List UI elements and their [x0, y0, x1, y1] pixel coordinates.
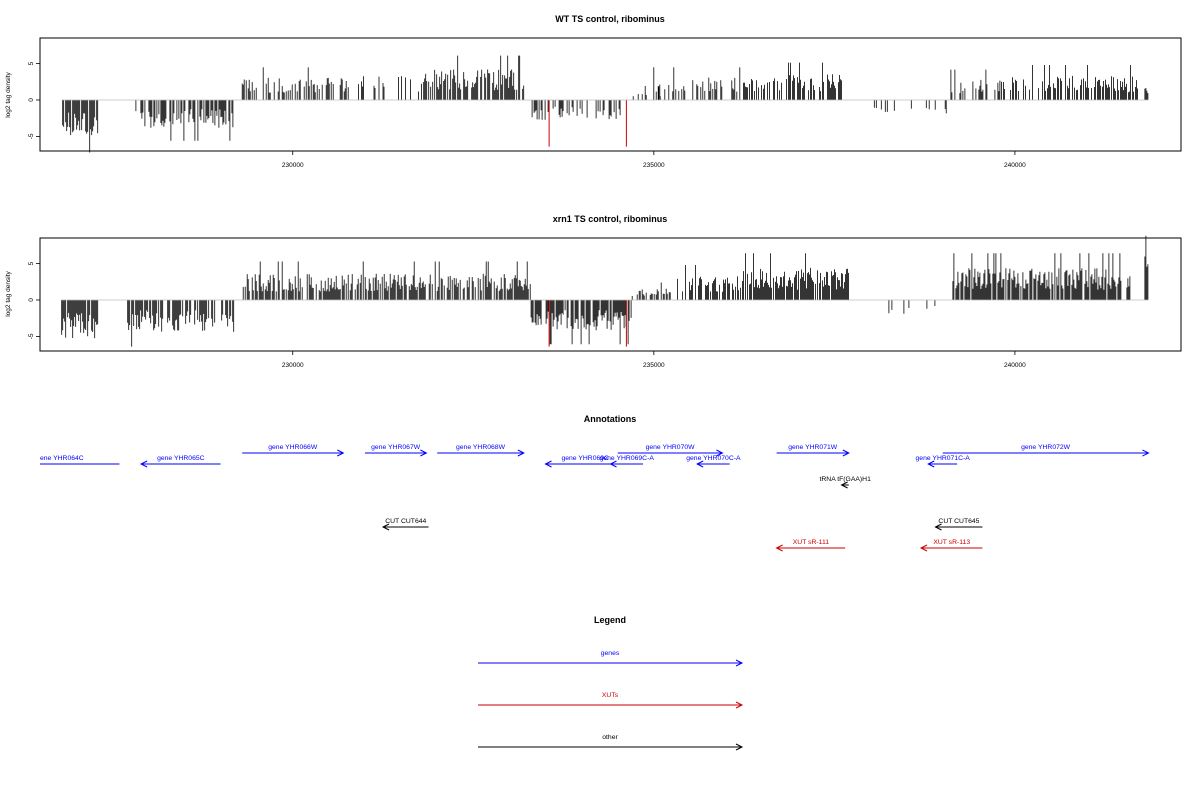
- panel-wt-bars: [61, 55, 1149, 153]
- panel-xrn1-title: xrn1 TS control, ribominus: [553, 214, 668, 224]
- y-tick-label: -5: [28, 333, 35, 339]
- legend-item-genes: genes: [478, 650, 744, 667]
- x-tick-label: 235000: [643, 162, 665, 169]
- feature-label: gene YHR065C: [157, 455, 205, 462]
- feature-label: CUT CUT645: [938, 518, 979, 525]
- legend-items: genes XUTs other: [478, 650, 744, 751]
- y-tick-label: 5: [28, 261, 35, 265]
- feature-other: CUT CUT644: [381, 518, 429, 531]
- feature-head: [139, 460, 148, 468]
- feature-head: [609, 460, 617, 468]
- annotations-title: Annotations: [584, 414, 637, 424]
- panel-wt: WT TS control, ribominus log2 tag densit…: [5, 14, 1182, 169]
- feature-head: [517, 449, 525, 457]
- feature-head: [420, 449, 428, 457]
- feature-head: [544, 460, 552, 468]
- legend-label: XUTs: [602, 692, 619, 699]
- feature-genes: gene YHR071C-A: [916, 455, 971, 468]
- feature-other: tRNA tF(GAA)H1: [820, 476, 872, 489]
- feature-label: gene YHR070C-A: [686, 455, 741, 462]
- feature-label: CUT CUT644: [385, 518, 426, 525]
- feature-XUTs: XUT sR-111: [775, 539, 846, 552]
- annotations-panel: Annotations ene YHR064C gene YHR065C gene …: [40, 414, 1150, 552]
- feature-head: [775, 544, 783, 552]
- legend-arrow-head: [735, 659, 744, 667]
- feature-genes: gene YHR072W: [942, 444, 1150, 457]
- y-tick-label: -5: [28, 133, 35, 139]
- feature-label: XUT sR-113: [933, 539, 970, 546]
- feature-label: gene YHR071C-A: [916, 455, 971, 462]
- panel-xrn1-ylabel: log2 tag density: [5, 270, 12, 316]
- feature-label: gene YHR067W: [371, 444, 421, 451]
- feature-label: ene YHR064C: [40, 455, 84, 462]
- panel-xrn1-bars: [61, 235, 1149, 347]
- feature-head: [696, 460, 704, 468]
- panel-xrn1-axes: -5 0 5 230000 235000 240000: [28, 261, 1026, 369]
- feature-genes: gene YHR070C-A: [686, 455, 741, 468]
- y-tick-label: 5: [28, 61, 35, 65]
- panel-wt-title: WT TS control, ribominus: [555, 14, 665, 24]
- feature-genes: gene YHR065C: [139, 455, 221, 468]
- feature-label: gene YHR066W: [268, 444, 318, 451]
- panel-wt-frame: [39, 37, 1182, 152]
- feature-head: [840, 481, 848, 489]
- feature-other: CUT CUT645: [934, 518, 983, 531]
- feature-genes: gene YHR066W: [242, 444, 345, 457]
- panel-xrn1-frame: [39, 237, 1182, 352]
- panel-xrn1: xrn1 TS control, ribominus log2 tag dens…: [5, 214, 1182, 369]
- panel-wt-axes: -5 0 5 230000 235000 240000: [28, 61, 1026, 169]
- feature-genes: ene YHR064C: [40, 455, 120, 465]
- legend-label: genes: [601, 650, 620, 657]
- feature-label: tRNA tF(GAA)H1: [820, 476, 872, 483]
- y-tick-label: 0: [28, 98, 35, 102]
- feature-label: gene YHR068W: [456, 444, 506, 451]
- x-tick-label: 230000: [282, 362, 304, 369]
- feature-label: gene YHR071W: [788, 444, 838, 451]
- feature-genes: gene YHR070W: [617, 444, 724, 457]
- legend-item-other: other: [478, 734, 744, 751]
- legend-label: other: [602, 734, 618, 741]
- feature-genes: gene YHR069C-A: [600, 455, 655, 468]
- feature-head: [716, 449, 724, 457]
- feature-genes: gene YHR071W: [776, 444, 850, 457]
- feature-genes: gene YHR067W: [364, 444, 428, 457]
- x-tick-label: 240000: [1004, 162, 1026, 169]
- legend-item-XUTs: XUTs: [478, 692, 744, 709]
- feature-label: gene YHR072W: [1021, 444, 1071, 451]
- legend-title: Legend: [594, 615, 626, 625]
- feature-head: [842, 449, 850, 457]
- y-tick-label: 0: [28, 298, 35, 302]
- legend-panel: Legend genes XUTs other: [478, 615, 744, 751]
- x-tick-label: 240000: [1004, 362, 1026, 369]
- feature-head: [337, 449, 345, 457]
- panel-wt-ylabel: log2 tag density: [5, 71, 12, 117]
- feature-label: gene YHR070W: [646, 444, 696, 451]
- feature-XUTs: XUT sR-113: [919, 539, 983, 552]
- feature-label: gene YHR069C: [561, 455, 609, 462]
- feature-head: [919, 544, 928, 552]
- legend-arrow-head: [735, 701, 744, 709]
- feature-head: [1142, 449, 1150, 457]
- feature-head: [381, 523, 390, 531]
- annotation-features: ene YHR064C gene YHR065C gene YHR066W gene …: [40, 444, 1150, 552]
- feature-label: XUT sR-111: [793, 539, 829, 546]
- feature-head: [927, 460, 935, 468]
- feature-label: gene YHR069C-A: [600, 455, 655, 462]
- feature-genes: gene YHR068W: [437, 444, 525, 457]
- feature-head: [934, 523, 942, 531]
- x-tick-label: 230000: [282, 162, 304, 169]
- legend-arrow-head: [735, 743, 744, 751]
- x-tick-label: 235000: [643, 362, 665, 369]
